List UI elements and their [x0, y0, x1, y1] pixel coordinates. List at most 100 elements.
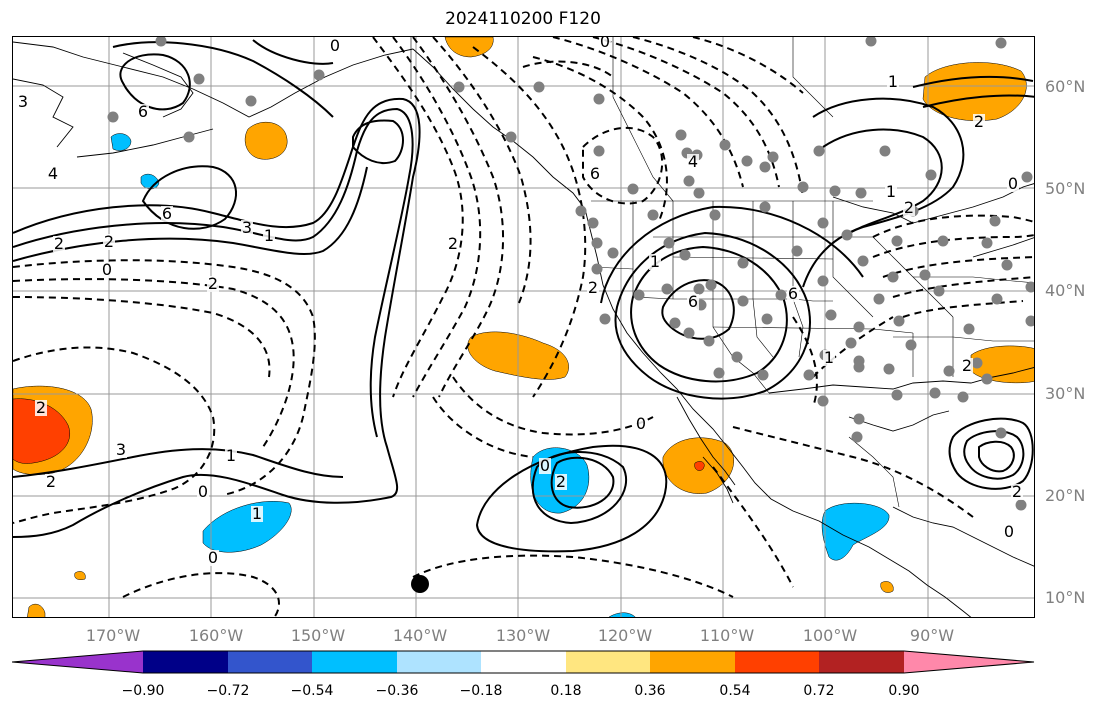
contour-label-bg: [539, 458, 551, 474]
contour-label-bg: [787, 286, 799, 302]
colorbar-outline: [12, 650, 1035, 674]
contour-label-bg: [1003, 524, 1015, 540]
contour-label-bg: [1011, 484, 1023, 500]
contour-label-bg: [101, 262, 113, 278]
colorbar-tick-label: −0.18: [459, 683, 503, 699]
colorbar-segment: [228, 651, 312, 673]
contour-label-bg: [161, 206, 173, 222]
contour-label: 3: [242, 218, 252, 237]
contour-label-bg: [823, 350, 835, 366]
lon-label-120w: 120°W: [597, 626, 653, 645]
contour-label: 0: [330, 37, 340, 55]
contour-label: 6: [590, 164, 600, 183]
shade-orange-gulfak: [244, 121, 288, 160]
colorbar-segment: [904, 651, 1034, 673]
colorbar-segment: [312, 651, 397, 673]
contour-label: 2: [46, 472, 56, 491]
contour-label-bg: [589, 166, 601, 182]
contour-label: 4: [48, 164, 58, 183]
colorbar-segment: [481, 651, 566, 673]
lon-label-140w: 140°W: [392, 626, 448, 645]
contour-label: 2: [36, 398, 46, 417]
contour-label: 2: [904, 198, 914, 217]
contour-label-bg: [251, 506, 263, 522]
black-dot-marker: [411, 575, 429, 593]
lon-label-100w: 100°W: [802, 626, 858, 645]
contour-label: 2: [556, 472, 566, 491]
shading-layer: [13, 37, 1034, 617]
contour-label: 2: [448, 234, 458, 253]
colorbar-tick-label: 0.54: [719, 683, 751, 699]
station-dots: [107, 37, 1034, 511]
contour-label: 3: [18, 92, 28, 111]
contour-label: 0: [1004, 522, 1014, 541]
lat-label-20: 20°N: [1045, 486, 1086, 505]
contour-label: 0: [102, 260, 112, 279]
colorbar-tick-label: 0.90: [888, 683, 920, 699]
lat-label-40: 40°N: [1045, 281, 1086, 300]
contour-label: 4: [688, 152, 698, 171]
lat-label-30: 30°N: [1045, 384, 1086, 403]
lon-label-150w: 150°W: [290, 626, 346, 645]
contour-label: 1: [824, 348, 834, 367]
lon-label-160w: 160°W: [188, 626, 244, 645]
lat-label-10: 10°N: [1045, 588, 1086, 607]
contour-label: 2: [1012, 482, 1022, 501]
contour-label-bg: [635, 416, 647, 432]
contour-label-bg: [35, 400, 47, 416]
colorbar-segment: [735, 651, 819, 673]
contour-label-bg: [137, 104, 149, 120]
colorbar-segment: [650, 651, 735, 673]
contour-label: 6: [162, 204, 172, 223]
contour-label: 1: [886, 182, 896, 201]
lon-label-130w: 130°W: [495, 626, 551, 645]
shade-blue-gulf: [821, 502, 890, 561]
colorbar-tick-label: 0.72: [803, 683, 835, 699]
contour-label-bg: [45, 474, 57, 490]
contour-label: 6: [138, 102, 148, 121]
contour-label: 1: [226, 446, 236, 465]
colorbar-tick-label: 0.36: [634, 683, 666, 699]
lon-label-90w: 90°W: [909, 626, 955, 645]
contour-label: 2: [962, 356, 972, 375]
lon-label-170w: 170°W: [85, 626, 141, 645]
contour-label: 0: [636, 414, 646, 433]
contour-label-bg: [587, 280, 599, 296]
shade-orange-dot1: [74, 571, 86, 580]
colorbar-tick-label: 0.18: [550, 683, 582, 699]
contour-label-bg: [103, 234, 115, 250]
contour-label: 2: [104, 232, 114, 251]
contour-label: 1: [650, 252, 660, 271]
contour-label: 2: [588, 278, 598, 297]
contour-label: 1: [888, 72, 898, 91]
contour-label-bg: [225, 448, 237, 464]
contour-label-bg: [47, 166, 59, 182]
contour-label-bg: [961, 358, 973, 374]
contour-label-bg: [53, 236, 65, 252]
contour-label: 6: [688, 292, 698, 311]
colorbar-tick-label: −0.54: [290, 683, 334, 699]
lat-label-50: 50°N: [1045, 179, 1086, 198]
contour-lines-dashed: [13, 37, 1034, 617]
contour-label: 0: [540, 456, 550, 475]
colorbar-tick-label: −0.72: [206, 683, 250, 699]
contour-lines-solid: [13, 39, 1034, 553]
shade-orange-top: [444, 37, 494, 58]
contour-label-bg: [973, 114, 985, 130]
lon-label-110w: 110°W: [699, 626, 755, 645]
contour-label-bg: [887, 74, 899, 90]
contour-label-bg: [115, 442, 127, 458]
contour-label-bg: [197, 484, 209, 500]
colorbar-segment: [566, 651, 650, 673]
contour-label-bg: [207, 550, 219, 566]
contour-label-bg: [687, 154, 699, 170]
contour-label: 6: [788, 284, 798, 303]
contour-label-bg: [1007, 176, 1019, 192]
shade-blue-hawaii: [202, 501, 292, 553]
colorbar-segment: [397, 651, 481, 673]
contour-label-bg: [687, 294, 699, 310]
contour-label: 2: [54, 234, 64, 253]
colorbar-tick-label: −0.36: [375, 683, 419, 699]
contour-label-bg: [903, 200, 915, 216]
